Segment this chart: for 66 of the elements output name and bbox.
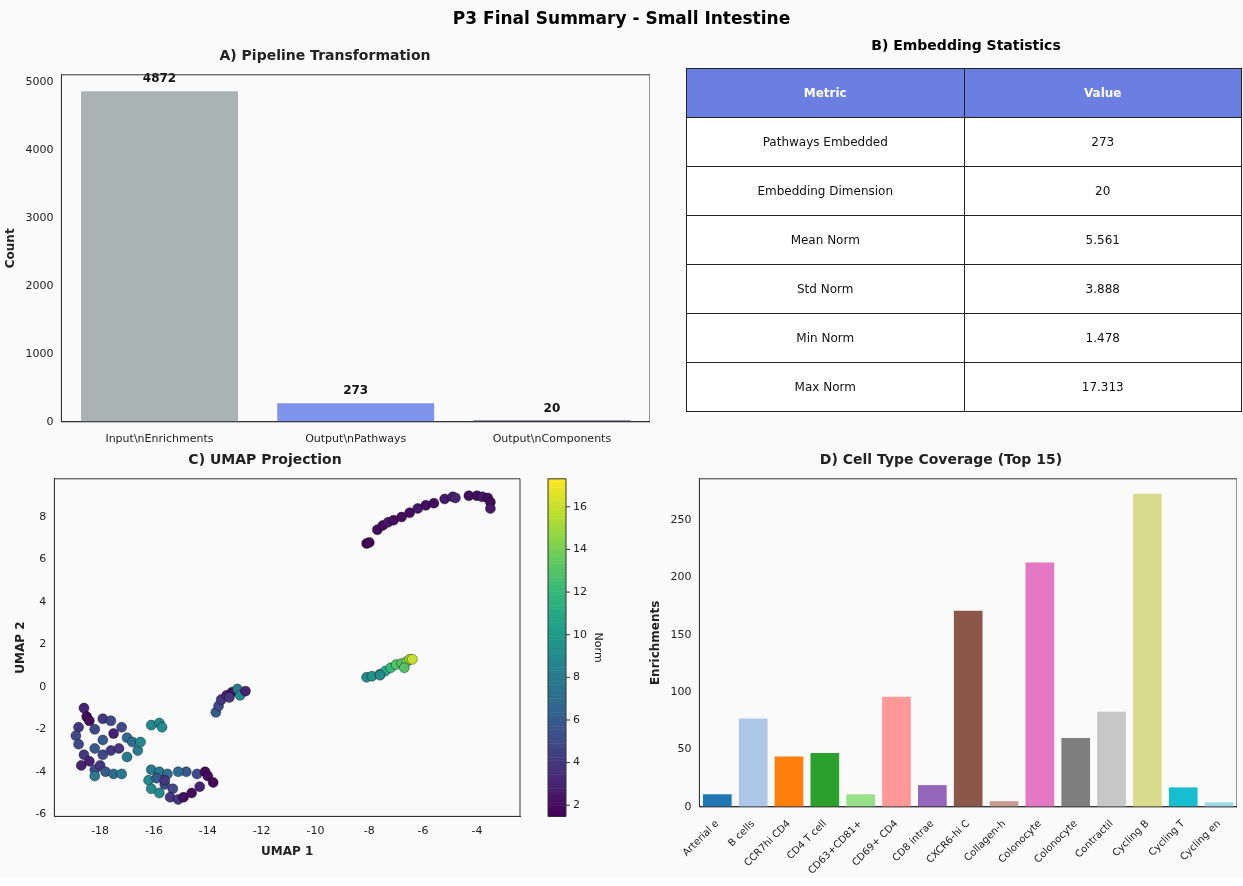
x-tick-label: Input\nEnrichments (105, 432, 214, 446)
y-tick-label: 8 (39, 509, 47, 523)
x-tick-label: -18 (91, 823, 110, 837)
y-axis-title: UMAP 2 (13, 621, 28, 674)
x-tick-label: -4 (471, 823, 483, 837)
data-label: 273 (343, 383, 369, 398)
color-bar-label: 8 (573, 670, 580, 684)
text: Min Norm (686, 313, 964, 363)
y-tick-label: 1000 (25, 346, 54, 360)
color-bar-label: 10 (573, 627, 587, 641)
color-bar-label: 16 (573, 499, 587, 513)
y-tick-label: 150 (670, 627, 692, 641)
y-tick-label: 0 (39, 679, 47, 693)
text: Metric (686, 68, 964, 118)
text: P3 Final Summary - Small Intestine (451, 8, 792, 28)
y-tick-label: -4 (35, 764, 47, 778)
color-bar-label: 6 (573, 712, 580, 726)
text: 1.478 (964, 313, 1242, 363)
y-axis-title: Count (3, 228, 18, 269)
y-tick-label: 2 (39, 637, 47, 651)
y-tick-label: 4 (39, 594, 47, 608)
y-tick-label: 4000 (25, 143, 54, 157)
chart-title: D) Cell Type Coverage (Top 15) (819, 451, 1063, 468)
x-tick-label: -8 (363, 823, 375, 837)
text: Value (964, 68, 1242, 118)
text: 20 (964, 166, 1242, 216)
x-tick-label: -12 (252, 823, 271, 837)
data-label: 20 (543, 400, 561, 415)
y-tick-label: 100 (670, 685, 692, 699)
text: Std Norm (686, 264, 964, 314)
y-tick-label: 5000 (25, 75, 54, 89)
y-tick-label: -6 (35, 807, 47, 821)
text: B) Embedding Statistics (870, 36, 1062, 55)
x-axis-title: UMAP 1 (261, 843, 314, 858)
text: Max Norm (686, 362, 964, 412)
text: Embedding Dimension (686, 166, 964, 216)
x-tick-label: -14 (198, 823, 217, 837)
y-axis-title: Enrichments (648, 600, 663, 686)
text: 273 (964, 117, 1242, 167)
text: 5.561 (964, 215, 1242, 265)
color-bar-label: 14 (573, 542, 587, 556)
text: 17.313 (964, 362, 1242, 412)
chart-title: A) Pipeline Transformation (219, 47, 431, 64)
y-tick-label: 250 (670, 512, 692, 526)
y-tick-label: 0 (684, 799, 692, 813)
text: 3.888 (964, 264, 1242, 314)
chart-title: C) UMAP Projection (188, 451, 342, 468)
y-tick-label: -2 (35, 722, 47, 736)
x-tick-label: -16 (144, 823, 163, 837)
y-tick-label: 2000 (25, 278, 54, 292)
y-tick-label: 6 (39, 552, 47, 566)
x-tick-label: Output\nComponents (492, 432, 612, 446)
x-tick-label: -10 (306, 823, 325, 837)
x-tick-label: -6 (417, 823, 429, 837)
color-bar-label: 2 (573, 798, 580, 812)
color-bar-title: Norm (592, 632, 606, 663)
color-bar-label: 12 (573, 584, 587, 598)
text: Pathways Embedded (686, 117, 964, 167)
y-tick-label: 0 (46, 414, 54, 428)
y-tick-label: 3000 (25, 211, 54, 225)
y-tick-label: 50 (677, 742, 692, 756)
text: Mean Norm (686, 215, 964, 265)
y-tick-label: 200 (670, 570, 692, 584)
data-label: 4872 (142, 71, 177, 86)
x-tick-label: Output\nPathways (305, 432, 407, 446)
color-bar-label: 4 (573, 755, 580, 769)
